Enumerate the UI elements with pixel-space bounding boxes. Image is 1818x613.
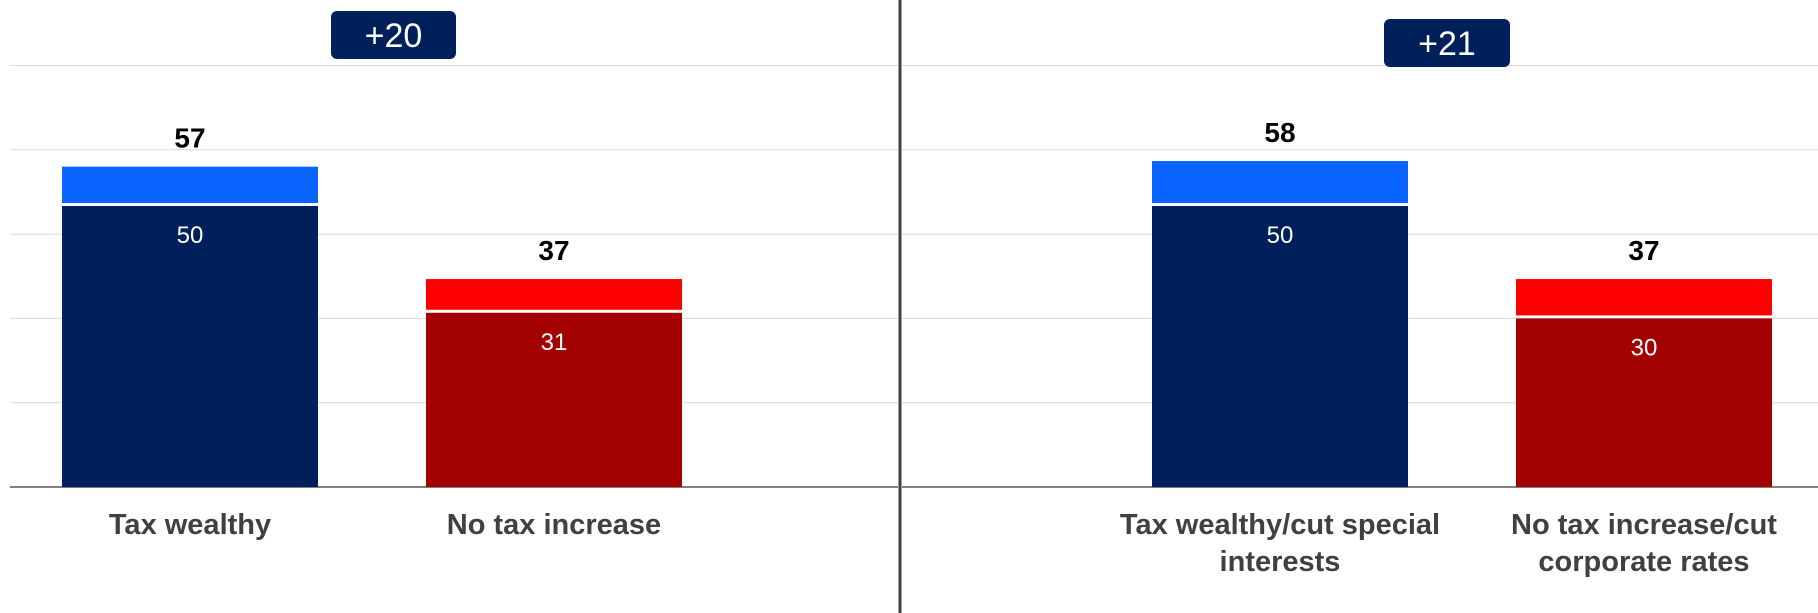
category-label: Tax wealthy [109,509,271,541]
category-label: No tax increase [447,509,661,541]
category-label: interests [1220,546,1341,578]
bar-total-label: 57 [174,123,205,154]
difference-badge [331,11,456,59]
category-label: corporate rates [1538,546,1749,578]
category-label: No tax increase/cut [1511,509,1777,541]
labels: +20 50 57 Tax wealthy 31 37 No tax increase +21… [109,11,1777,578]
bars [62,161,1772,487]
bar-strong-segment [62,206,318,487]
difference-label: +21 [1418,25,1476,63]
bar-strong-segment [426,312,682,487]
bar-light-segment [62,166,318,203]
bar-light-segment [1152,161,1408,203]
bar-strong-segment [1152,206,1408,487]
category-label: Tax wealthy/cut special [1120,509,1440,541]
bar-inner-label: 31 [541,329,568,356]
bar-total-label: 37 [538,235,569,266]
bar-total-label: 37 [1628,235,1659,266]
bar-strong-segment [1516,318,1772,487]
bar-light-segment [1516,279,1772,316]
bar-total-label: 58 [1264,117,1295,148]
bar-inner-label: 30 [1631,334,1658,361]
bar-light-segment [426,279,682,310]
difference-label: +20 [365,17,423,55]
bar-inner-label: 50 [1267,222,1294,249]
bar-inner-label: 50 [177,222,204,249]
difference-badge [1384,19,1510,67]
